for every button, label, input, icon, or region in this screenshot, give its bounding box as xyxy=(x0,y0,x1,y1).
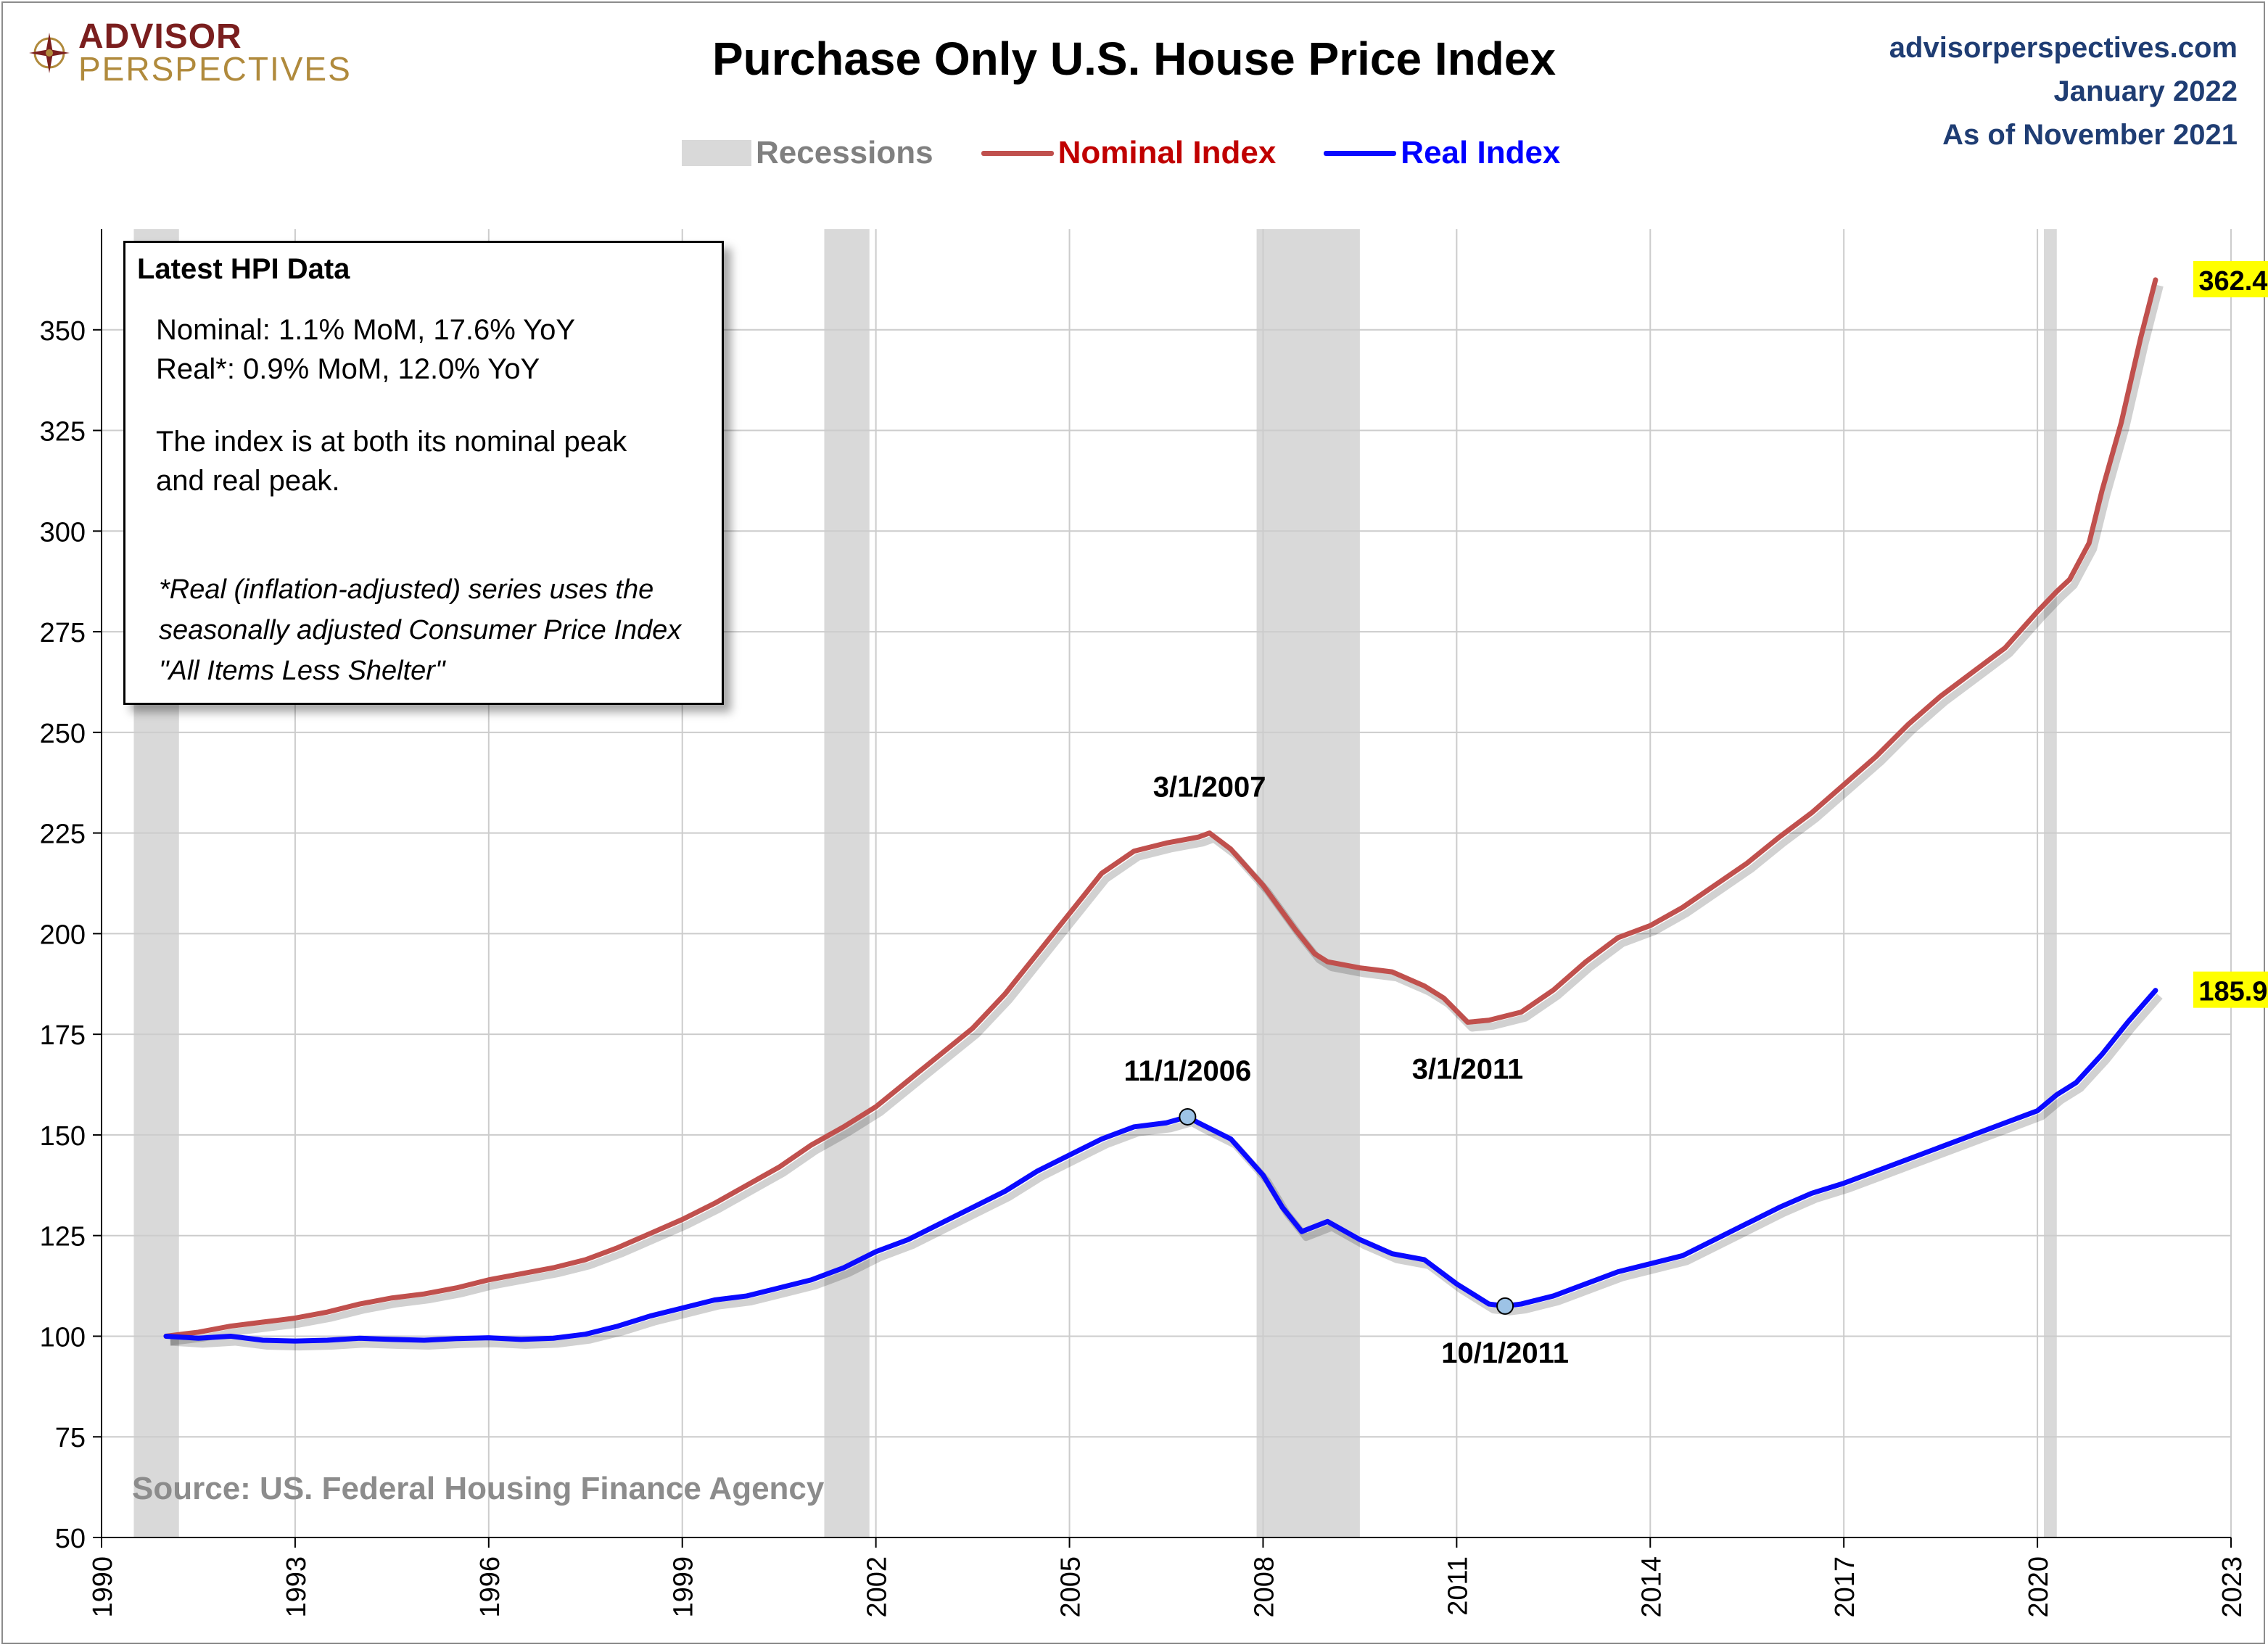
infobox-real-line: Real*: 0.9% MoM, 12.0% YoY xyxy=(156,353,540,385)
legend-item-nominal: Nominal Index xyxy=(981,135,1277,171)
chart-title: Purchase Only U.S. House Price Index xyxy=(712,33,1556,85)
y-tick-label: 350 xyxy=(40,316,86,347)
y-tick-label: 125 xyxy=(40,1222,86,1252)
legend-swatch-recessions xyxy=(682,140,751,166)
infobox-peak-line1: The index is at both its nominal peak xyxy=(156,426,627,458)
annotation-marker xyxy=(1496,1297,1514,1315)
y-tick-label: 150 xyxy=(40,1121,86,1152)
x-tick-label: 2023 xyxy=(2217,1556,2248,1618)
legend: Recessions Nominal Index Real Index xyxy=(682,135,1608,171)
logo-line1: ADVISOR xyxy=(78,17,242,56)
axes: 50 75 100 125 150 175 200 225 250 275 300 325 350 199… xyxy=(40,229,2248,1618)
infobox-peak-line2: and real peak. xyxy=(156,465,340,497)
x-tick-label: 1996 xyxy=(475,1556,506,1618)
annotation-marker xyxy=(1179,1107,1197,1126)
annotation-label: 10/1/2011 xyxy=(1441,1337,1569,1369)
y-tick-label: 275 xyxy=(40,618,86,648)
x-tick-label: 1993 xyxy=(281,1556,312,1618)
real-index-shadow xyxy=(170,994,2163,1351)
x-tick-label: 2020 xyxy=(2024,1556,2054,1618)
real-index-end-label: 185.9 xyxy=(2198,977,2267,1007)
latest-hpi-data-box: Latest HPI Data Nominal: 1.1% MoM, 17.6%… xyxy=(123,241,724,705)
nominal-index-end-label: 362.4 xyxy=(2198,266,2267,297)
x-tick-label: 2005 xyxy=(1056,1556,1086,1618)
compass-rose-icon xyxy=(29,32,70,73)
logo-line2: PERSPECTIVES xyxy=(78,49,352,88)
y-tick-label: 75 xyxy=(55,1423,86,1453)
nominal-index-line xyxy=(163,277,2158,1339)
x-tick-label: 2017 xyxy=(1830,1556,1860,1618)
legend-label-nominal: Nominal Index xyxy=(1057,135,1277,170)
x-tick-label: 2008 xyxy=(1249,1556,1279,1618)
header-info: advisorperspectives.com January 2022 As … xyxy=(1889,26,2238,157)
y-tick-label: 175 xyxy=(40,1020,86,1051)
recession-band-2 xyxy=(1256,229,1360,1537)
x-tick-label: 1999 xyxy=(669,1556,699,1618)
infobox-heading: Latest HPI Data xyxy=(137,253,350,285)
y-tick-label: 325 xyxy=(40,417,86,447)
x-tick-label: 2011 xyxy=(1443,1556,1473,1616)
recession-band-3 xyxy=(2043,229,2057,1537)
y-tick-label: 200 xyxy=(40,920,86,950)
x-tick-label: 1990 xyxy=(88,1556,118,1618)
y-tick-label: 50 xyxy=(55,1524,86,1554)
real-index-end-label-bg xyxy=(2193,971,2268,1008)
annotation-label: 3/1/2011 xyxy=(1412,1054,1524,1086)
source-note: Source: US. Federal Housing Finance Agen… xyxy=(132,1471,825,1506)
advisor-perspectives-logo: ADVISOR PERSPECTIVES xyxy=(28,20,352,85)
legend-item-real: Real Index xyxy=(1324,135,1560,171)
series-lines xyxy=(163,277,2164,1351)
as-of-date: As of November 2021 xyxy=(1942,119,2238,151)
y-tick-label: 300 xyxy=(40,517,86,548)
legend-label-real: Real Index xyxy=(1401,135,1561,170)
publish-date: January 2022 xyxy=(2053,75,2238,107)
legend-swatch-nominal xyxy=(981,150,1054,156)
legend-item-recessions: Recessions xyxy=(682,135,933,171)
infobox-nominal-line: Nominal: 1.1% MoM, 17.6% YoY xyxy=(156,314,576,346)
infobox-footnote: *Real (inflation-adjusted) series uses t… xyxy=(159,574,682,686)
site-name: advisorperspectives.com xyxy=(1889,32,2238,64)
annotation-label: 11/1/2006 xyxy=(1123,1055,1251,1087)
y-tick-label: 100 xyxy=(40,1322,86,1353)
legend-swatch-real xyxy=(1324,150,1397,156)
annotation-label: 3/1/2007 xyxy=(1153,772,1266,804)
x-tick-label: 2014 xyxy=(1636,1556,1667,1618)
nominal-index-end-label-bg xyxy=(2193,260,2268,297)
x-tick-label: 2002 xyxy=(862,1556,893,1618)
real-index-line xyxy=(163,988,2158,1344)
y-tick-label: 225 xyxy=(40,820,86,850)
annotations: 362.4 185.9 3/1/2007 3/1/2011 11/1/2006 10/1/… xyxy=(1123,260,2268,1369)
y-tick-label: 250 xyxy=(40,719,86,749)
recession-band-1 xyxy=(824,229,870,1537)
legend-label-recessions: Recessions xyxy=(756,135,933,170)
recession-bands xyxy=(133,229,2057,1537)
